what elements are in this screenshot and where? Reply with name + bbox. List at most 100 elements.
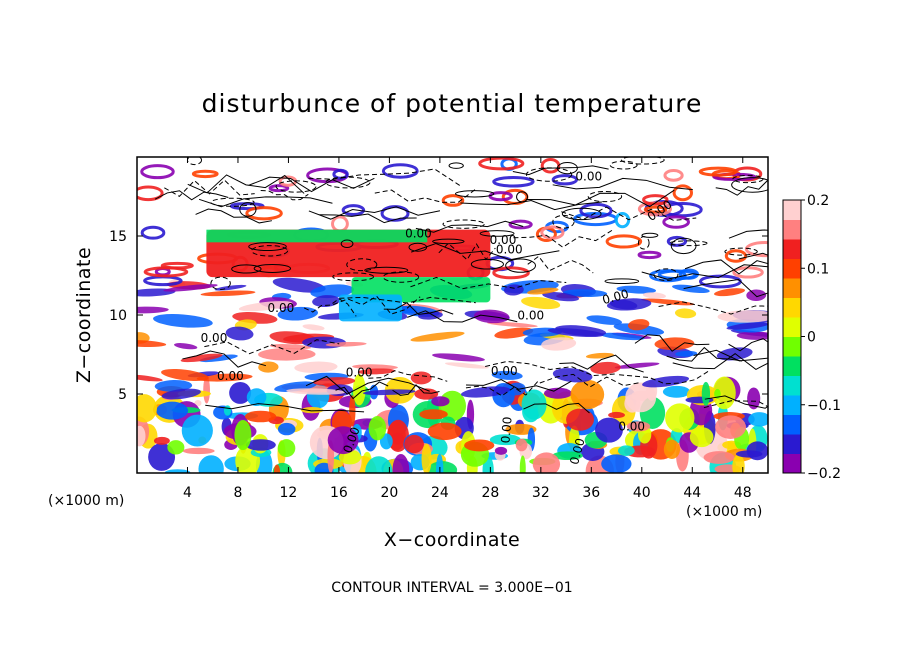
colorbar-swatch bbox=[783, 336, 801, 357]
contour-line bbox=[728, 338, 768, 352]
colorbar-swatch bbox=[783, 453, 801, 474]
field-patch bbox=[302, 324, 325, 331]
x-tick-label: 28 bbox=[481, 485, 499, 501]
contour-line bbox=[552, 177, 693, 191]
field-patch bbox=[357, 368, 396, 375]
contour-line bbox=[374, 189, 476, 203]
field-patch bbox=[352, 374, 366, 406]
contour-line bbox=[539, 373, 641, 388]
field-patch bbox=[325, 341, 367, 347]
colorbar-tick-label: −0.2 bbox=[807, 466, 841, 482]
contour-line bbox=[383, 302, 454, 315]
field-ring bbox=[381, 163, 419, 179]
field-patch bbox=[616, 285, 657, 294]
contour-line bbox=[672, 353, 768, 370]
contour-loop bbox=[479, 230, 515, 237]
field-patch bbox=[542, 291, 580, 302]
contour-line bbox=[368, 370, 448, 382]
field-patch bbox=[200, 290, 256, 297]
field-patch bbox=[487, 321, 538, 328]
field-ring bbox=[579, 202, 613, 219]
contour-line bbox=[410, 242, 560, 261]
x-tick-label: 20 bbox=[380, 485, 398, 501]
field-patch bbox=[736, 331, 768, 340]
field-patch bbox=[174, 343, 198, 350]
field-patch bbox=[726, 322, 768, 330]
field-patch bbox=[435, 453, 444, 473]
field-ring bbox=[268, 184, 290, 193]
field-patch bbox=[362, 389, 416, 396]
field-patch bbox=[460, 386, 511, 398]
field-patch bbox=[352, 364, 398, 370]
contour-loop bbox=[248, 242, 287, 251]
field-patch bbox=[672, 284, 710, 294]
contour-label: 0.00 bbox=[498, 416, 514, 444]
contour-loop bbox=[724, 247, 758, 256]
contour-loop bbox=[408, 242, 428, 252]
colorbar-swatch bbox=[783, 278, 801, 298]
field-patch bbox=[617, 445, 635, 456]
y-tick-label: 15 bbox=[109, 229, 127, 245]
contour-label: 0.00 bbox=[405, 227, 432, 241]
contour-line bbox=[465, 381, 539, 397]
field-patch bbox=[464, 439, 495, 452]
field-patch bbox=[674, 308, 697, 319]
contour-loop bbox=[505, 258, 537, 273]
field-patch bbox=[313, 377, 356, 386]
field-patch bbox=[199, 354, 238, 363]
contour-line bbox=[738, 252, 768, 260]
field-ring bbox=[605, 234, 643, 249]
contour-label: 0.00 bbox=[346, 366, 373, 380]
x-tick-label: 4 bbox=[183, 485, 192, 501]
field-ring bbox=[637, 250, 662, 260]
field-patch bbox=[515, 438, 528, 452]
x-unit-label-right: (×1000 m) bbox=[686, 504, 762, 520]
contour-loop bbox=[552, 214, 575, 229]
contour-line bbox=[308, 206, 441, 220]
cool-patch bbox=[338, 294, 403, 322]
contour-loop bbox=[325, 176, 371, 189]
field-patch bbox=[410, 371, 432, 385]
contour-loop bbox=[364, 266, 409, 274]
x-tick-label: 48 bbox=[734, 485, 752, 501]
colorbar-swatch bbox=[783, 375, 801, 396]
contour-line bbox=[693, 349, 768, 362]
contour-line bbox=[683, 278, 768, 298]
colorbar-tick-label: −0.1 bbox=[807, 398, 841, 414]
contour-label: 0.00 bbox=[491, 364, 518, 378]
contour-loop bbox=[561, 207, 602, 221]
contour-line bbox=[260, 190, 309, 201]
contour-line bbox=[415, 220, 524, 233]
contour-line bbox=[164, 179, 255, 197]
field-patch bbox=[153, 436, 170, 445]
field-patch bbox=[432, 353, 485, 362]
x-axis-title: X−coordinate bbox=[384, 529, 520, 551]
field-patch bbox=[258, 347, 316, 361]
field-patch bbox=[665, 403, 695, 433]
field-patch bbox=[244, 410, 277, 423]
contour-line bbox=[527, 255, 594, 274]
field-ring bbox=[744, 241, 768, 258]
colorbar-ticks: 0.2 0.1 0 −0.1 −0.2 bbox=[801, 193, 841, 482]
field-ring bbox=[341, 204, 366, 217]
contour-label: 0.00 bbox=[490, 233, 517, 247]
contour-loop bbox=[641, 232, 659, 238]
contour-loop bbox=[604, 278, 640, 285]
field-patch bbox=[300, 407, 324, 414]
contour-label: 0.00 bbox=[618, 419, 645, 433]
contour-loop bbox=[253, 263, 292, 273]
contour-line bbox=[308, 168, 461, 186]
field-ring bbox=[698, 166, 738, 177]
contour-loop bbox=[340, 239, 354, 248]
warm-band-edge bbox=[206, 229, 428, 243]
contour-line bbox=[485, 360, 615, 377]
field-ring bbox=[724, 249, 748, 263]
field-patch bbox=[494, 446, 508, 455]
field-patch bbox=[562, 289, 608, 297]
field-patch bbox=[552, 451, 583, 461]
contour-label: 0.00 bbox=[567, 437, 587, 466]
contour-line bbox=[658, 301, 768, 315]
contour-line bbox=[634, 334, 710, 352]
field-patch bbox=[238, 301, 293, 312]
contour-label: 0.00 bbox=[201, 331, 228, 345]
